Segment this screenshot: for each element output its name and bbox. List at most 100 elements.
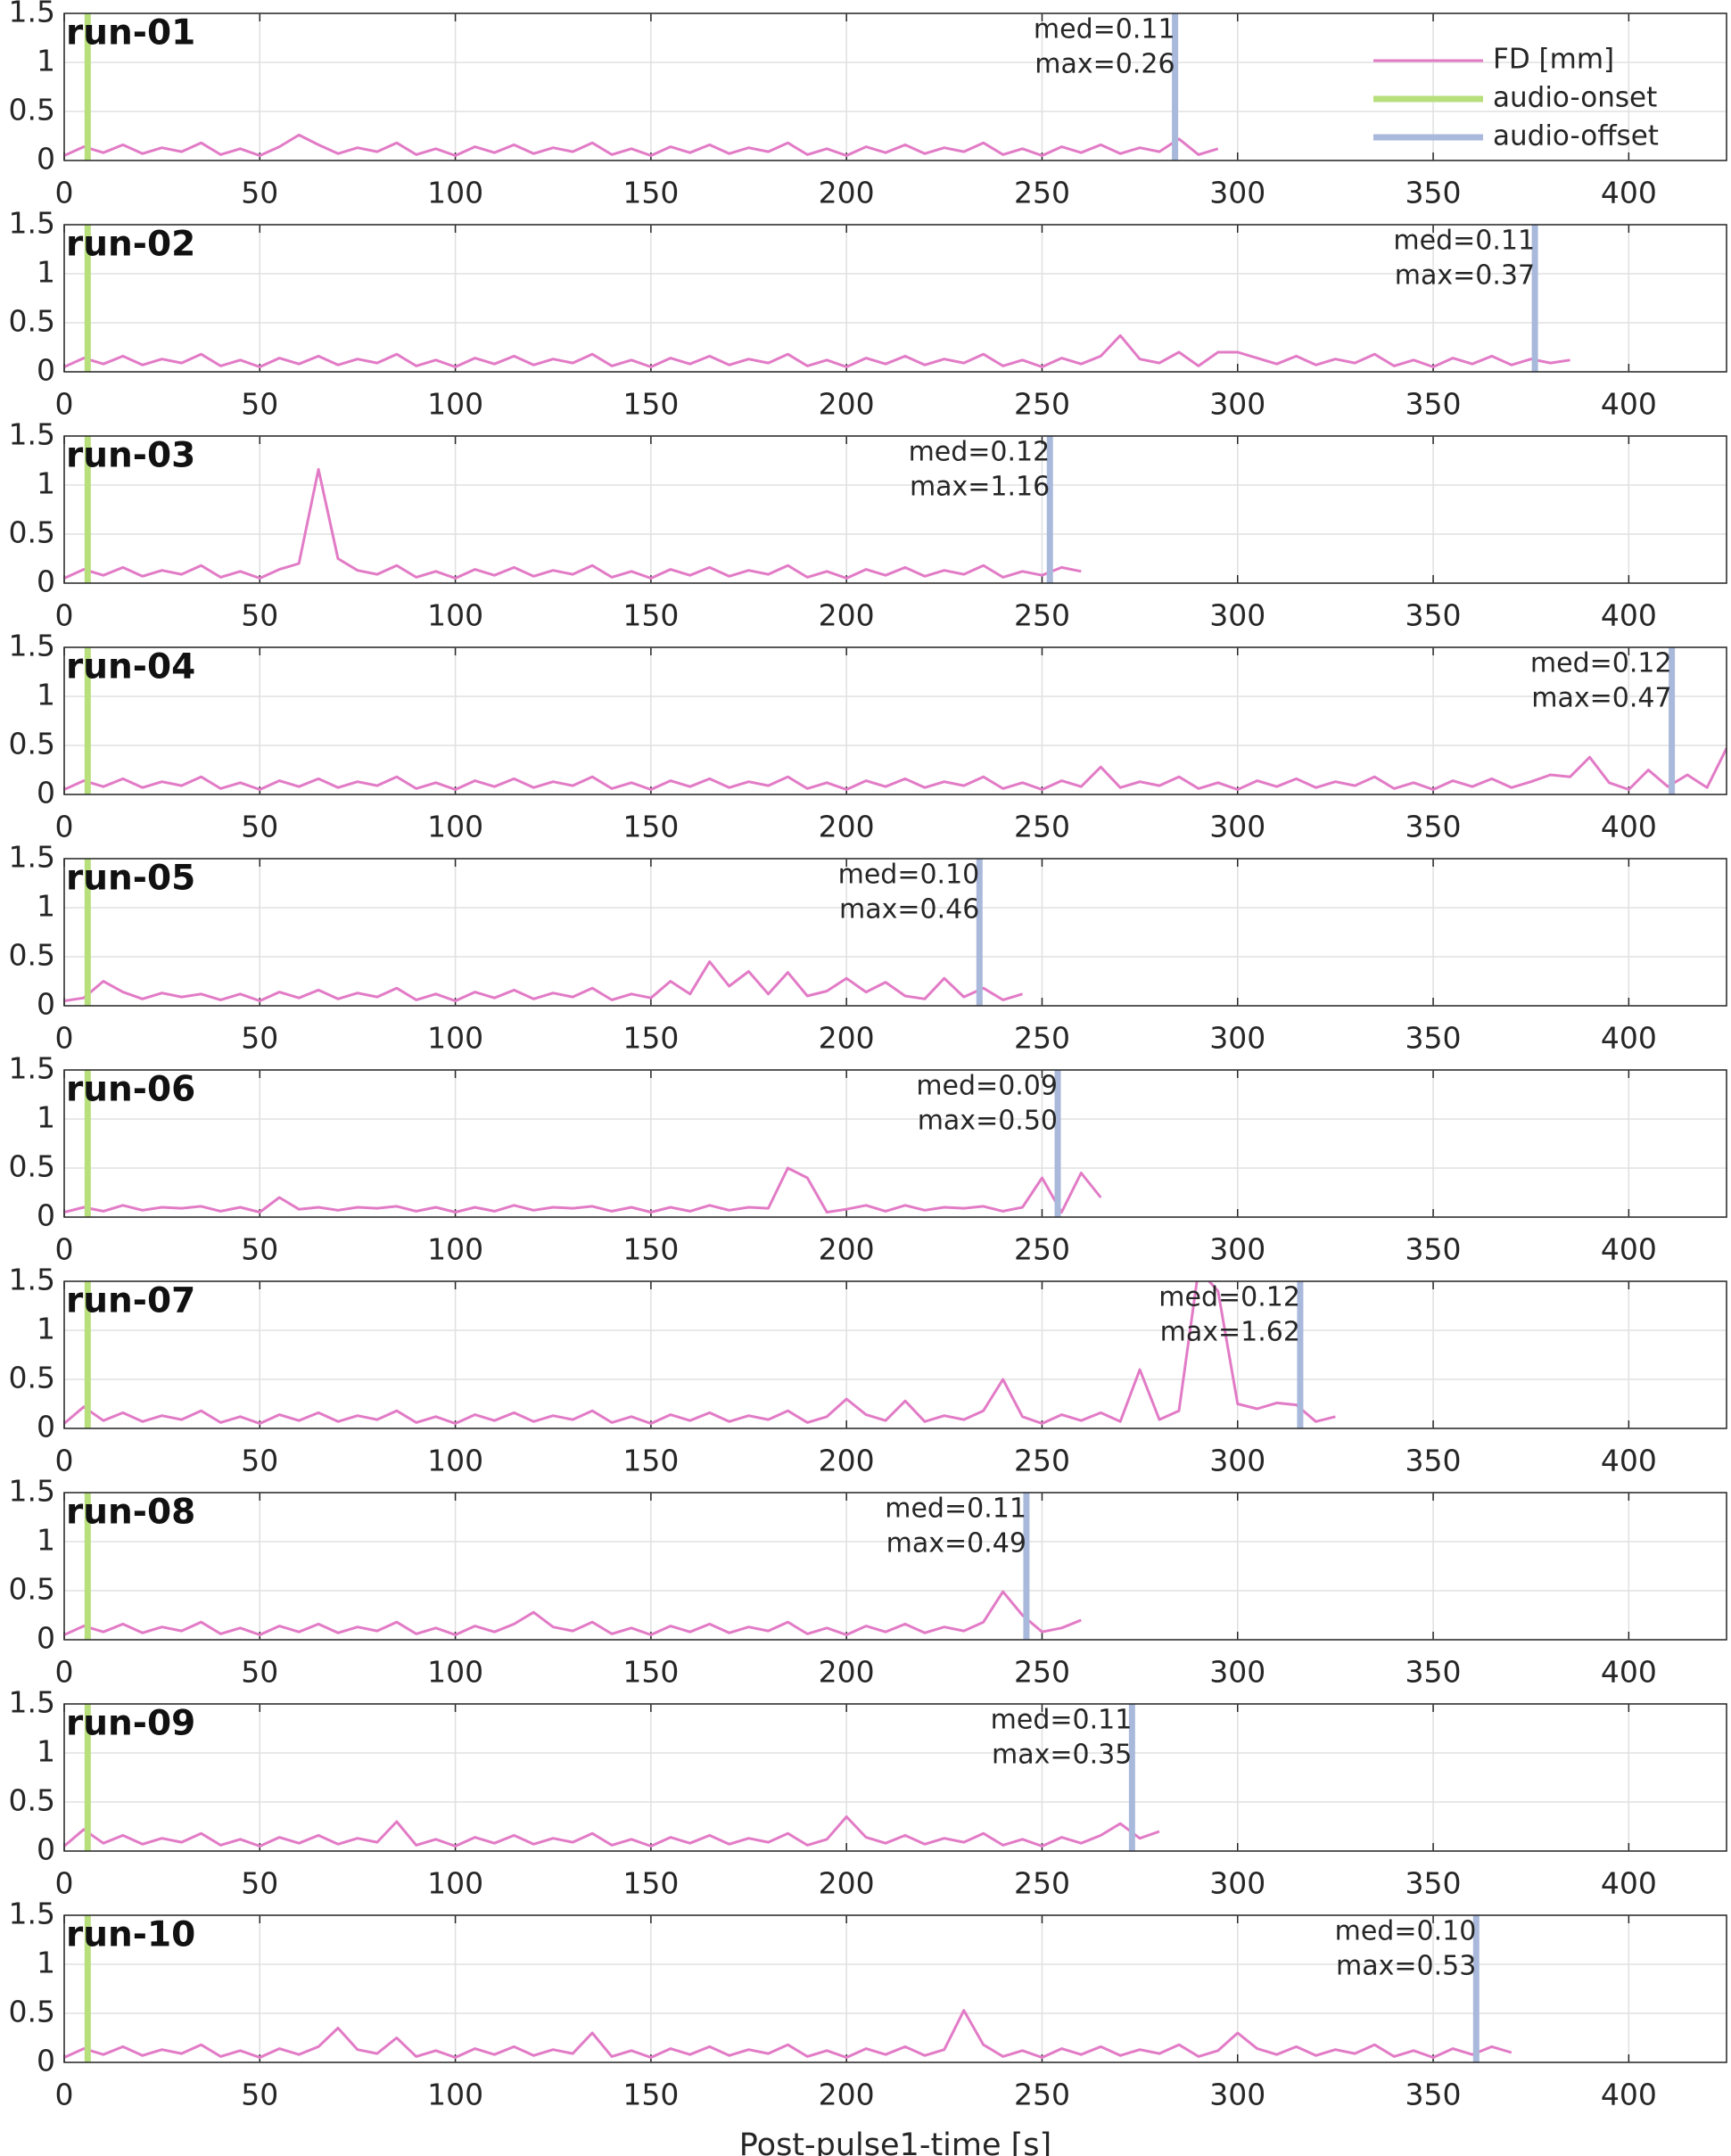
x-tick-label: 300 xyxy=(1209,2078,1265,2112)
y-tick-label: 1 xyxy=(37,1523,55,1558)
x-tick-label: 100 xyxy=(427,810,483,844)
y-tick-label: 1.5 xyxy=(9,1685,55,1720)
annotation: max=1.16 xyxy=(910,472,1050,503)
fd-line xyxy=(64,133,1219,157)
y-tick-label: 0.5 xyxy=(9,304,55,339)
x-tick-label: 200 xyxy=(819,810,875,844)
x-tick-label: 0 xyxy=(55,1866,74,1901)
x-tick-label: 100 xyxy=(427,2078,483,2112)
x-tick-label: 0 xyxy=(55,176,74,210)
x-tick-label: 150 xyxy=(622,810,679,844)
panel: 0 50 100 150 200 250 300 350 400 0 0.5 1 1.5 run-10 me… xyxy=(9,1897,1727,2156)
y-tick-label: 1 xyxy=(37,1100,55,1135)
fd-line xyxy=(64,1281,1336,1425)
annotation: med=0.11 xyxy=(885,1494,1026,1525)
y-tick-label: 0 xyxy=(37,776,55,811)
y-tick-label: 1 xyxy=(37,889,55,924)
y-tick-label: 1 xyxy=(37,678,55,712)
panel: 0 50 100 150 200 250 300 350 400 0 0.5 1 1.5 run-02 me… xyxy=(9,206,1727,422)
plot-frame xyxy=(63,435,1727,584)
fd-line xyxy=(64,747,1727,791)
x-tick-label: 100 xyxy=(427,176,483,210)
x-tick-label: 300 xyxy=(1209,1655,1265,1690)
y-tick-label: 1 xyxy=(37,1734,55,1769)
plot-area xyxy=(64,1281,1727,1428)
y-tick-label: 1 xyxy=(37,44,55,78)
y-tick-label: 0 xyxy=(37,142,55,177)
x-tick-label: 50 xyxy=(241,176,278,210)
plot-frame xyxy=(63,12,1727,161)
x-tick-label: 250 xyxy=(1014,598,1070,633)
x-tick-label: 150 xyxy=(622,1232,679,1267)
plot-area xyxy=(64,1704,1727,1851)
x-tick-label: 150 xyxy=(622,598,679,633)
y-tick-label: 1.5 xyxy=(9,0,55,29)
x-tick-label: 300 xyxy=(1209,810,1265,844)
y-tick-label: 1 xyxy=(37,255,55,290)
panel: 0 50 100 150 200 250 300 350 400 0 0.5 1 1.5 run-04 me… xyxy=(9,629,1727,844)
x-tick-label: 50 xyxy=(241,1655,278,1690)
y-tick-label: 1 xyxy=(37,466,55,501)
x-tick-label: 50 xyxy=(241,2078,278,2112)
plot-frame xyxy=(63,1069,1727,1218)
y-tick-label: 0 xyxy=(37,1410,55,1444)
y-tick-label: 1.5 xyxy=(9,1051,55,1086)
annotation: max=0.47 xyxy=(1531,683,1671,714)
y-tick-label: 0 xyxy=(37,987,55,1022)
panel: 0 50 100 150 200 250 300 350 400 0 0.5 1 1.5 run-07 me… xyxy=(9,1263,1727,1478)
fd-line xyxy=(64,333,1570,368)
annotation: med=0.11 xyxy=(1393,226,1535,257)
fd-line xyxy=(64,960,1023,1002)
annotation: max=1.62 xyxy=(1160,1317,1300,1348)
x-tick-label: 150 xyxy=(622,387,679,422)
x-tick-label: 350 xyxy=(1405,810,1462,844)
y-tick-label: 0.5 xyxy=(9,938,55,973)
x-tick-label: 150 xyxy=(622,2078,679,2112)
x-tick-label: 250 xyxy=(1014,810,1070,844)
x-tick-label: 150 xyxy=(622,1866,679,1901)
x-tick-label: 200 xyxy=(819,176,875,210)
annotation: med=0.11 xyxy=(1034,14,1175,45)
x-tick-label: 50 xyxy=(241,810,278,844)
x-tick-label: 250 xyxy=(1014,1866,1070,1901)
x-tick-label: 50 xyxy=(241,1866,278,1901)
y-tick-label: 0.5 xyxy=(9,1783,55,1818)
x-tick-label: 150 xyxy=(622,176,679,210)
x-tick-label: 150 xyxy=(622,1655,679,1690)
y-tick-label: 1.5 xyxy=(9,629,55,663)
annotation: max=0.46 xyxy=(839,894,979,926)
fd-line xyxy=(64,1815,1160,1847)
x-tick-label: 200 xyxy=(819,1655,875,1690)
fd-line xyxy=(64,1590,1082,1636)
x-tick-label: 200 xyxy=(819,2078,875,2112)
fd-line xyxy=(64,1166,1102,1214)
panel: 0 50 100 150 200 250 300 350 400 0 0.5 1 1.5 run-06 me… xyxy=(9,1051,1727,1267)
plot-area xyxy=(64,1070,1727,1217)
y-tick-label: 1.5 xyxy=(9,1897,55,1931)
panel-title: run-01 xyxy=(66,13,195,53)
panel: 0 50 100 150 200 250 300 350 400 0 0.5 1 1.5 run-05 me… xyxy=(9,840,1727,1056)
x-tick-label: 400 xyxy=(1601,1655,1657,1690)
x-tick-label: 300 xyxy=(1209,1866,1265,1901)
panel-title: run-09 xyxy=(66,1704,195,1744)
x-tick-label: 50 xyxy=(241,1021,278,1056)
y-tick-label: 0.5 xyxy=(9,515,55,550)
plot-area xyxy=(64,436,1727,583)
y-tick-label: 0 xyxy=(37,564,55,599)
x-tick-label: 0 xyxy=(55,387,74,422)
x-tick-label: 150 xyxy=(622,1021,679,1056)
x-tick-label: 0 xyxy=(55,1655,74,1690)
x-tick-label: 200 xyxy=(819,1866,875,1901)
x-tick-label: 400 xyxy=(1601,387,1657,422)
y-tick-label: 0 xyxy=(37,1832,55,1867)
y-tick-label: 0 xyxy=(37,2044,55,2078)
annotation: med=0.12 xyxy=(1530,648,1672,679)
plot-area xyxy=(64,647,1727,794)
plot-frame xyxy=(63,1492,1727,1641)
annotation: max=0.49 xyxy=(886,1528,1026,1559)
x-axis-label: Post-pulse1-time [s] xyxy=(739,2127,1051,2156)
x-tick-label: 300 xyxy=(1209,598,1265,633)
x-tick-label: 100 xyxy=(427,387,483,422)
plot-frame xyxy=(63,1914,1727,2063)
y-tick-label: 0 xyxy=(37,353,55,388)
